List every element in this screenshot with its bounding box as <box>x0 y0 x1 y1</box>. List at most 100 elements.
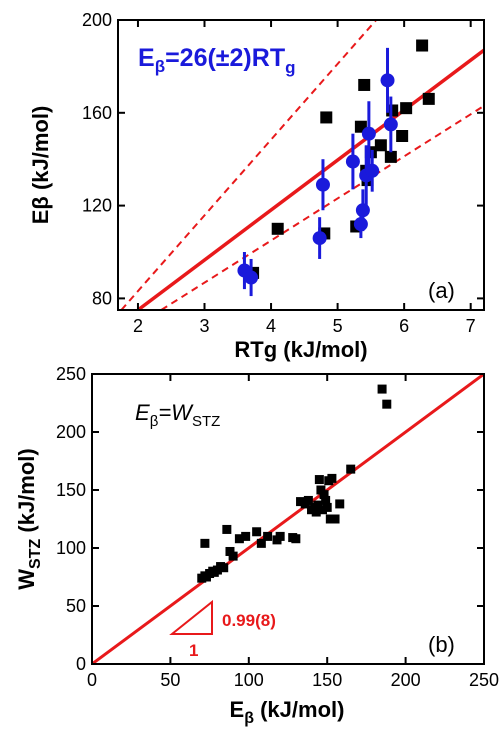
slope-triangle: 0.99(8) 1 <box>169 599 276 660</box>
square-marker <box>234 534 244 544</box>
panel-a-ticks: 2 3 4 5 6 7 80 120 160 200 <box>82 10 484 336</box>
panel-a-annotation-sub2: g <box>285 58 295 77</box>
panel-a-y-tick-label: 120 <box>82 196 112 216</box>
panel-b-annotation-main: E <box>135 400 150 425</box>
circle-marker <box>365 163 380 178</box>
panel-b-frame <box>91 373 485 665</box>
square-marker <box>313 500 323 510</box>
panel-b-x-tick-label: 150 <box>312 670 342 690</box>
square-marker <box>222 524 232 534</box>
square-marker <box>396 130 409 142</box>
panel-a-y-tick-label: 80 <box>92 288 112 308</box>
circle-marker <box>355 203 370 218</box>
square-marker <box>374 139 387 152</box>
square-marker <box>303 495 313 505</box>
square-marker <box>320 111 333 124</box>
circle-marker <box>353 217 368 232</box>
panel-a-x-tick-label: 3 <box>200 316 210 336</box>
panel-a-frame <box>117 19 485 311</box>
square-marker <box>311 507 321 517</box>
circle-marker <box>312 231 327 246</box>
panel-b-ticks: 0 50 100 150 200 250 0 50 100 150 200 250 <box>56 364 499 690</box>
panel-b-y-tick-label: 50 <box>66 596 86 616</box>
panel-a-annotation-mid: =26(±2)RT <box>165 44 285 72</box>
upper-bound-line <box>120 20 377 310</box>
slope-triangle-run-label: 1 <box>189 641 198 660</box>
panel-a-y-tick-label: 200 <box>82 10 112 30</box>
panel-a-x-tick-label: 7 <box>466 316 476 336</box>
panel-a: 2 3 4 5 6 7 80 120 160 200 Eβ=26(±2)RTg (a) RTg (… <box>28 10 485 362</box>
panel-a-x-tick-label: 5 <box>333 316 343 336</box>
square-marker <box>325 514 335 524</box>
panel-a-annotation: Eβ=26(±2)RTg <box>138 44 295 77</box>
square-marker <box>377 384 387 394</box>
panel-b-y-tick-label: 0 <box>76 654 86 674</box>
square-marker <box>317 505 327 515</box>
identity-line <box>92 374 484 664</box>
circle-marker <box>380 73 395 88</box>
panel-b-annotation-sub2: STZ <box>192 413 220 430</box>
square-marker <box>228 551 238 561</box>
circle-marker <box>383 117 398 132</box>
fit-line <box>136 48 484 310</box>
panel-b-marks <box>197 384 392 583</box>
square-marker <box>319 490 329 500</box>
square-marker <box>225 546 235 556</box>
square-marker <box>416 39 429 52</box>
panel-b-y-tick-label: 100 <box>56 538 86 558</box>
square-marker <box>384 150 397 163</box>
square-marker <box>358 78 371 91</box>
panel-a-x-tick-label: 6 <box>399 316 409 336</box>
slope-triangle-shape <box>169 599 213 635</box>
panel-a-marks <box>237 39 435 297</box>
square-marker <box>252 527 262 537</box>
panel-a-x-tick-label: 4 <box>266 316 276 336</box>
square-marker <box>335 499 345 509</box>
square-marker <box>321 495 331 505</box>
square-marker <box>241 531 251 541</box>
square-marker <box>382 399 392 409</box>
panel-b-x-tick-label: 100 <box>234 670 264 690</box>
panel-b-annotation-sub1: β <box>150 413 159 430</box>
square-marker <box>275 531 285 541</box>
square-marker <box>322 502 332 512</box>
square-marker <box>216 562 226 572</box>
lower-bound-line <box>160 104 484 310</box>
panel-a-letter: (a) <box>428 278 455 303</box>
panel-a-y-tick-label: 160 <box>82 103 112 123</box>
square-marker <box>330 514 340 524</box>
panel-b-y-axis-label: WSTZ (kJ/mol) <box>14 448 44 589</box>
square-marker <box>296 497 306 507</box>
panel-b-x-axis-label: Eβ (kJ/mol) <box>230 697 345 727</box>
panel-b-annotation: Eβ=WSTZ <box>135 400 220 430</box>
panel-a-x-tick-label: 2 <box>133 316 143 336</box>
panel-b-x-tick-label: 50 <box>160 670 180 690</box>
square-marker <box>346 464 356 474</box>
panel-b: 0 50 100 150 200 250 0 50 100 150 200 250 Eβ=WSTZ 0… <box>14 364 499 727</box>
panel-a-x-axis-label: RTg (kJ/mol) <box>234 337 367 362</box>
square-marker <box>291 534 301 544</box>
square-marker <box>400 102 413 115</box>
panel-a-annotation-main: E <box>138 44 155 72</box>
panel-b-y-tick-label: 200 <box>56 422 86 442</box>
square-marker <box>327 473 337 483</box>
panel-b-y-tick-label: 150 <box>56 480 86 500</box>
panel-a-y-axis-label: Eβ (kJ/mol) <box>28 106 53 225</box>
square-marker <box>422 92 435 105</box>
panel-a-annotation-sub1: β <box>155 57 165 76</box>
panel-b-x-tick-label: 250 <box>469 670 499 690</box>
square-marker <box>200 538 210 548</box>
panel-b-fit-lines <box>92 374 484 664</box>
square-marker <box>271 222 284 235</box>
square-marker <box>256 538 266 548</box>
panel-b-y-tick-label: 250 <box>56 364 86 384</box>
panel-b-annotation-mid: =W <box>158 400 194 425</box>
circle-marker <box>244 270 259 285</box>
panel-b-x-tick-label: 200 <box>391 670 421 690</box>
circle-marker <box>345 154 360 169</box>
square-marker <box>263 531 273 541</box>
square-marker <box>314 475 324 485</box>
square-marker <box>316 485 326 495</box>
panel-b-letter: (b) <box>428 632 455 657</box>
